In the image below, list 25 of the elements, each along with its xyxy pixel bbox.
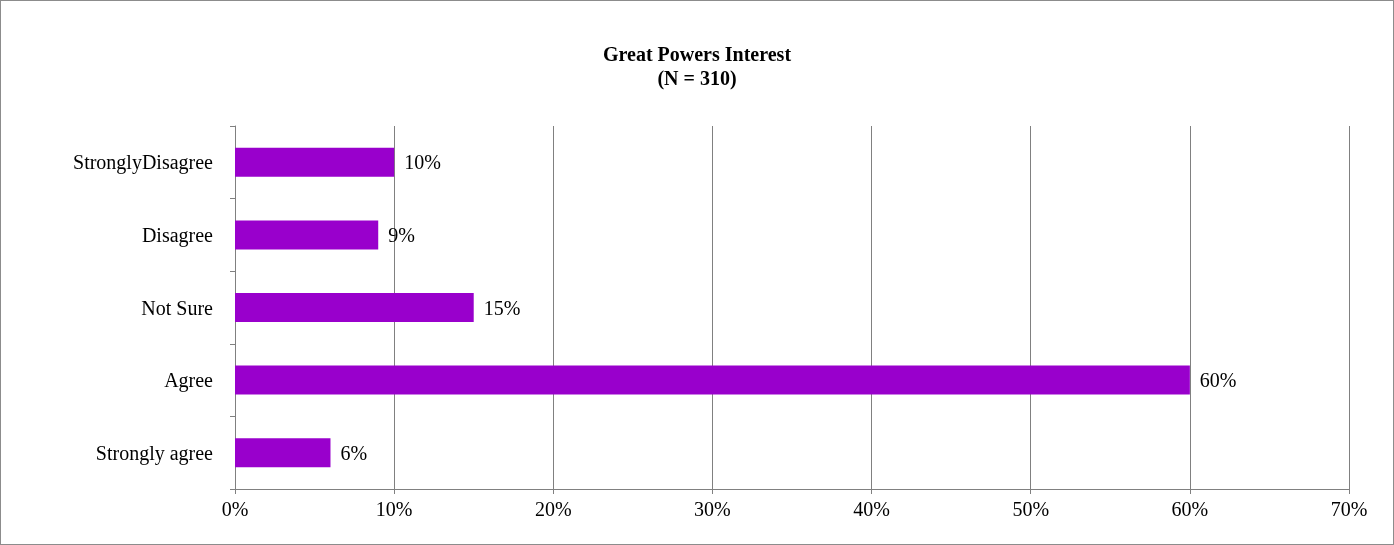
data-label: 60%	[1199, 369, 1237, 392]
chart-subtitle: (N = 310)	[657, 67, 737, 90]
data-label: 10%	[404, 151, 441, 174]
x-tick-label: 40%	[853, 498, 890, 520]
x-tick-label: 60%	[1171, 498, 1209, 520]
y-tick-label: StronglyDisagree	[73, 151, 214, 175]
data-label: 15%	[483, 296, 521, 319]
chart-title: Great Powers Interest	[602, 43, 792, 65]
x-tick-label: 30%	[694, 498, 731, 520]
x-tick-label: 50%	[1012, 498, 1050, 520]
bar	[235, 147, 395, 177]
bar	[235, 292, 474, 323]
bar	[235, 220, 379, 250]
x-tick-label: 70%	[1330, 498, 1368, 520]
x-tick-label: 10%	[375, 498, 413, 520]
x-tick-label: 0%	[221, 498, 249, 520]
data-label: 9%	[388, 223, 415, 246]
data-label: 6%	[340, 441, 368, 464]
x-tick-label: 20%	[534, 498, 572, 520]
bar	[235, 438, 331, 468]
y-tick-label: Not Sure	[141, 296, 214, 319]
bar	[235, 365, 1190, 395]
y-tick-label: Strongly agree	[95, 441, 214, 465]
y-tick-label: Disagree	[141, 223, 214, 247]
y-tick-label: Agree	[164, 369, 214, 393]
